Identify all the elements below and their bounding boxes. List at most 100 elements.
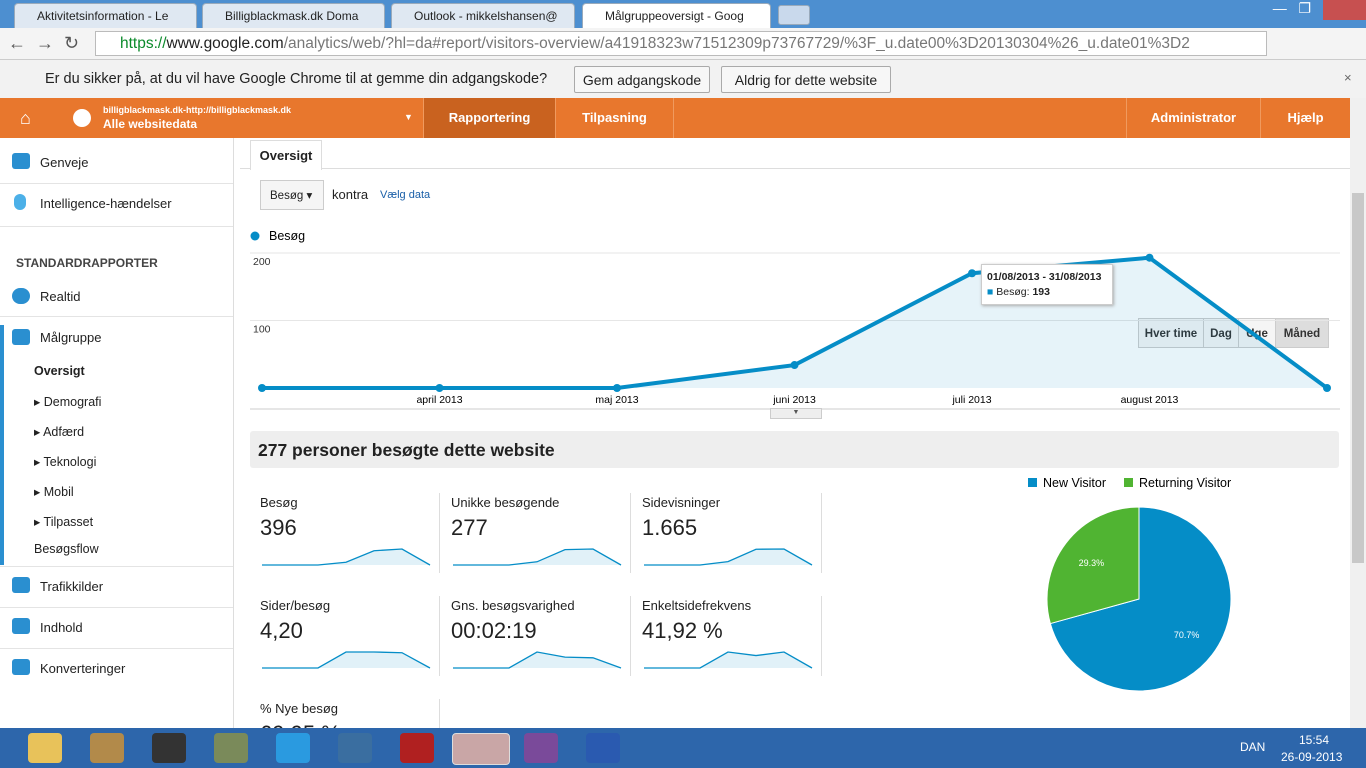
dropdown-arrow[interactable]: ▼ xyxy=(404,112,413,122)
app-icon[interactable] xyxy=(524,733,558,763)
sidebar-subitem[interactable]: ▸ Demografi xyxy=(34,395,102,409)
metric: Sider/besøg 4,20 xyxy=(250,596,440,676)
language[interactable]: DAN xyxy=(1240,740,1266,754)
metric-label: Besøg xyxy=(260,495,298,510)
legend-swatch xyxy=(1124,478,1133,487)
period[interactable]: Måned xyxy=(1275,318,1329,348)
app-icon[interactable] xyxy=(214,733,248,763)
app-icon[interactable] xyxy=(338,733,372,763)
sparkline xyxy=(644,548,813,566)
nav-item[interactable]: Rapportering xyxy=(423,98,555,138)
sparkline-line xyxy=(453,548,622,566)
nav-item[interactable]: Hjælp xyxy=(1260,98,1350,138)
sidebar-item[interactable]: Målgruppe xyxy=(40,330,102,345)
sparkline-area xyxy=(453,652,621,668)
value: 193 xyxy=(1032,286,1050,298)
app-icon[interactable] xyxy=(276,733,310,763)
sidebar-item[interactable]: Realtid xyxy=(40,289,81,304)
app-icon[interactable] xyxy=(400,733,434,763)
versus: kontra xyxy=(332,187,369,202)
sparkline-area xyxy=(453,549,621,565)
address-bar[interactable]: https://www.google.com/analytics/web/?hl… xyxy=(95,31,1267,56)
sparkline xyxy=(644,651,813,669)
sidebar-item[interactable]: Trafikkilder xyxy=(40,579,104,594)
sidebar-item[interactable]: Intelligence-hændelser xyxy=(40,196,172,211)
browser-tab[interactable]: Målgruppeoversigt - Goog xyxy=(582,3,771,28)
never-save[interactable]: Aldrig for dette website xyxy=(721,66,891,93)
sidebar-item[interactable]: Genveje xyxy=(40,155,89,170)
tooltip: 01/08/2013 - 31/08/2013 ■ Besøg: 193 xyxy=(981,264,1113,305)
tooltip-date: 01/08/2013 - 31/08/2013 xyxy=(987,271,1102,283)
report: Oversigt Besøg ▾ kontra Vælg data Hver t… xyxy=(240,138,1350,728)
close-infobar[interactable]: × xyxy=(1344,70,1352,85)
app-icon-active[interactable] xyxy=(452,733,510,765)
clock-date[interactable]: 26-09-2013 xyxy=(1281,750,1343,764)
label: Tilpasset xyxy=(43,515,94,529)
app-icon[interactable] xyxy=(586,733,620,763)
point xyxy=(968,269,976,278)
new-tab[interactable] xyxy=(778,5,810,25)
metric: Besøg 396 xyxy=(250,493,440,573)
choose-link[interactable]: Vælg data xyxy=(380,189,431,201)
expand-chart[interactable]: ▼ xyxy=(770,408,822,419)
label: Demografi xyxy=(43,395,102,409)
browser-tab[interactable]: Aktivitetsinformation - Le xyxy=(14,3,197,28)
pie-slice xyxy=(1049,506,1232,692)
legend-label: Besøg xyxy=(269,229,305,243)
metric-value: 41,92 % xyxy=(642,618,723,643)
metric-select[interactable]: Besøg ▾ xyxy=(260,180,324,210)
metric-label: % Nye besøg xyxy=(260,701,339,716)
period[interactable]: Dag xyxy=(1203,318,1239,348)
sidebar-subitem[interactable]: Besøgsflow xyxy=(34,542,99,556)
sidebar-subitem[interactable]: ▸ Teknologi xyxy=(34,455,97,469)
sidebar-item[interactable]: Konverteringer xyxy=(40,661,126,676)
legend-swatch xyxy=(1028,478,1037,487)
sparkline-area xyxy=(644,652,812,668)
pie-slice xyxy=(1046,506,1140,625)
sparkline-line xyxy=(262,548,431,566)
nav-item[interactable]: Administrator xyxy=(1126,98,1260,138)
legend-label[interactable]: Returning Visitor xyxy=(1139,476,1231,490)
sidebar-subitem[interactable]: ▸ Adfærd xyxy=(34,425,85,439)
tab[interactable]: Oversigt xyxy=(250,140,322,170)
sidebar-subitem[interactable]: ▸ Tilpasset xyxy=(34,515,94,529)
x-tick-label: april 2013 xyxy=(416,394,462,406)
sidebar-item[interactable]: Indhold xyxy=(40,620,83,635)
app-icon[interactable] xyxy=(90,733,124,763)
nav-item[interactable]: Tilpasning xyxy=(555,98,674,138)
scrollbar[interactable] xyxy=(1350,98,1366,728)
slice-label: 29.3% xyxy=(1079,558,1105,568)
clock-time[interactable]: 15:54 xyxy=(1299,733,1330,747)
sparkline-line xyxy=(644,548,813,566)
x-tick-label: juni 2013 xyxy=(772,394,816,406)
app-icon[interactable] xyxy=(152,733,186,763)
close-window[interactable] xyxy=(1323,0,1366,20)
label: Mobil xyxy=(43,485,74,499)
property[interactable]: Alle websitedata xyxy=(103,117,198,131)
home[interactable]: ⌂ xyxy=(20,108,31,128)
point xyxy=(435,384,444,392)
app-icon[interactable] xyxy=(28,733,62,763)
label: Besøg: xyxy=(996,286,1030,298)
taskbar xyxy=(0,728,1366,768)
sparkline xyxy=(453,651,622,669)
slice-label: 70.7% xyxy=(1174,630,1200,640)
globe-icon xyxy=(73,109,91,127)
metric: Enkeltsidefrekvens 41,92 % xyxy=(632,596,822,676)
period[interactable]: Hver time xyxy=(1138,318,1204,348)
sparkline-area xyxy=(644,549,812,565)
legend-label[interactable]: New Visitor xyxy=(1043,476,1106,490)
browser-tab[interactable]: Outlook - mikkelshansen@ xyxy=(391,3,575,28)
save-password[interactable]: Gem adgangskode xyxy=(574,66,710,93)
sidebar-subitem[interactable]: Oversigt xyxy=(34,364,85,378)
x-tick-label: juli 2013 xyxy=(951,394,991,406)
nav-buttons[interactable]: ← → ↻ xyxy=(8,33,80,53)
sparkline xyxy=(262,548,431,566)
sidebar-subitem[interactable]: ▸ Mobil xyxy=(34,485,74,499)
window-controls[interactable]: — ❐ xyxy=(1265,0,1315,16)
label: Teknologi xyxy=(43,455,97,469)
browser-tab[interactable]: Billigblackmask.dk Doma xyxy=(202,3,385,28)
sparkline-line xyxy=(644,651,813,669)
sparkline-area xyxy=(262,652,430,668)
